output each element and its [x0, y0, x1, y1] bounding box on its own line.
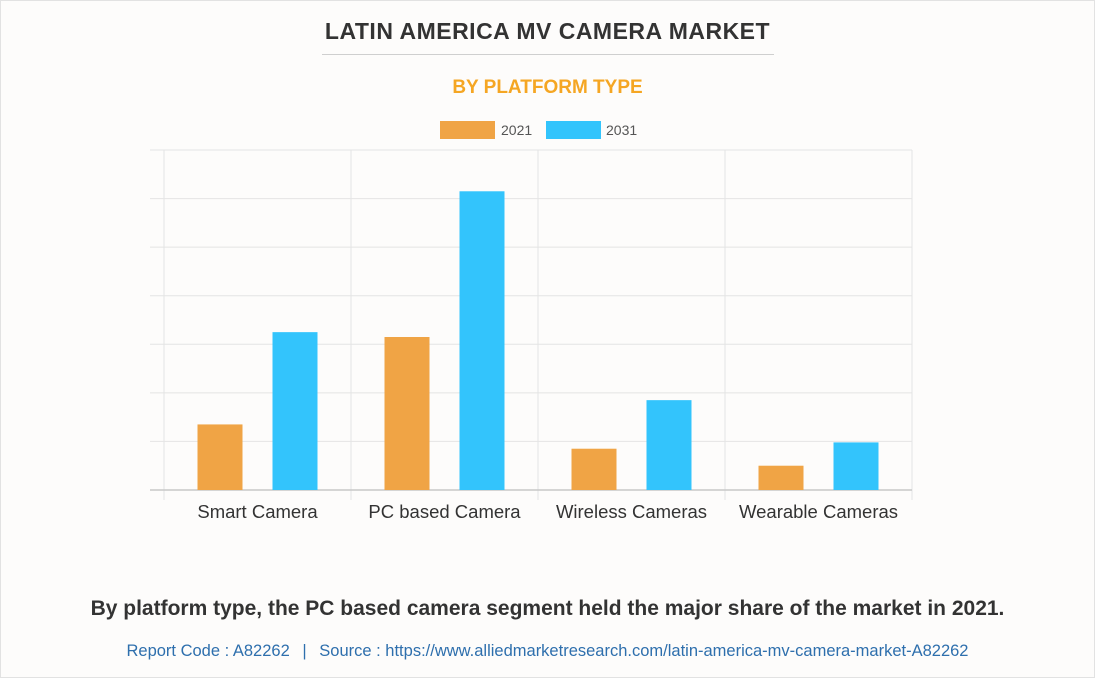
x-tick-label: Smart Camera: [197, 501, 318, 522]
legend-swatch-2021: [440, 121, 495, 139]
title-divider: [322, 54, 774, 55]
bar-2031-pc-based-camera: [459, 191, 505, 491]
bar-2021-smart-camera: [197, 424, 243, 490]
bar-2031-wireless-cameras: [646, 400, 692, 490]
bar-2031-smart-camera: [272, 332, 318, 490]
source-link[interactable]: Source : https://www.alliedmarketresearc…: [319, 642, 969, 660]
bar-2021-wearable-cameras: [758, 465, 804, 490]
legend-label-2021: 2021: [501, 122, 532, 138]
x-tick-label: Wireless Cameras: [556, 501, 707, 522]
bar-2021-wireless-cameras: [571, 448, 617, 490]
x-tick-label: Wearable Cameras: [739, 501, 898, 522]
bar-2031-wearable-cameras: [833, 442, 879, 490]
x-tick-label: PC based Camera: [368, 501, 521, 522]
chart-caption: By platform type, the PC based camera se…: [90, 597, 1005, 620]
report-code: Report Code : A82262: [126, 642, 290, 660]
source-line: Report Code : A82262 | Source : https://…: [0, 642, 1095, 661]
bar-2021-pc-based-camera: [384, 337, 430, 490]
legend-label-2031: 2031: [606, 122, 637, 138]
chart-subtitle: BY PLATFORM TYPE: [452, 77, 643, 98]
source-separator: |: [302, 642, 307, 660]
chart-title: LATIN AMERICA MV CAMERA MARKET: [324, 18, 771, 44]
legend-swatch-2031: [546, 121, 601, 139]
bar-chart: Smart Camera PC based Camera Wireless Came…: [150, 121, 913, 522]
